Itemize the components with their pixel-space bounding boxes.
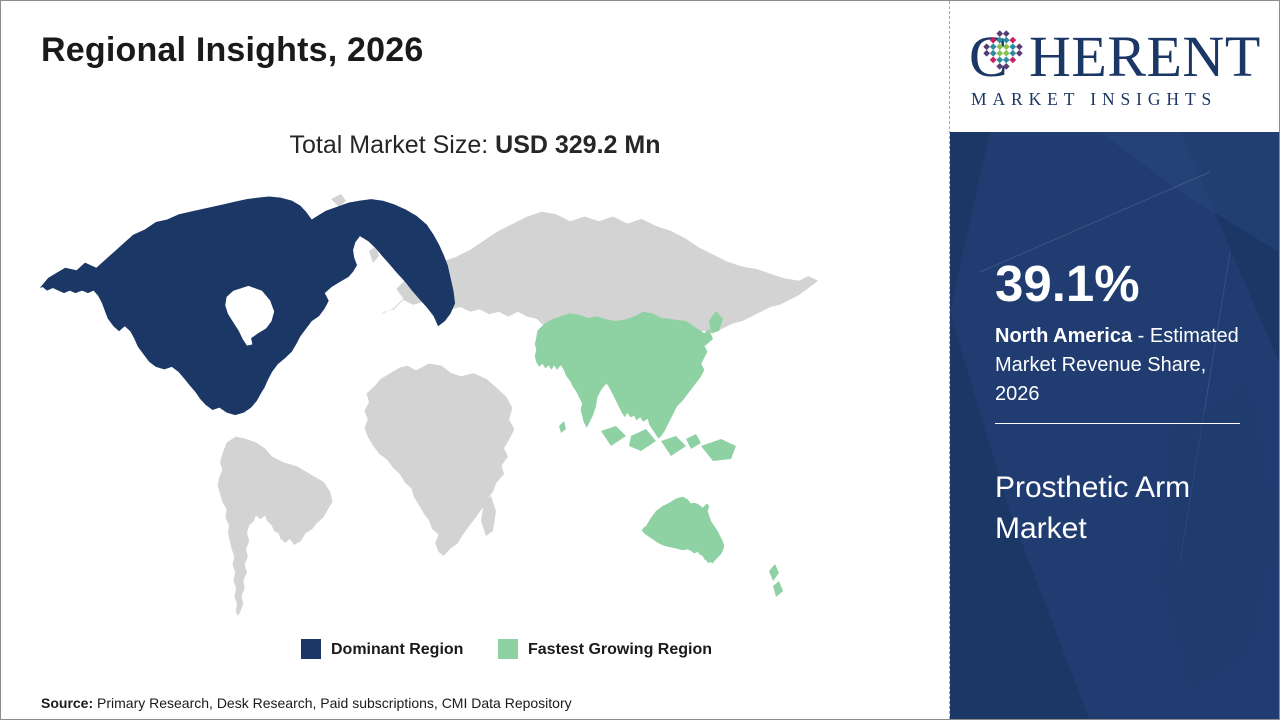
- svg-text:MARKET INSIGHTS: MARKET INSIGHTS: [971, 89, 1217, 109]
- svg-text:HERENT: HERENT: [1029, 24, 1261, 89]
